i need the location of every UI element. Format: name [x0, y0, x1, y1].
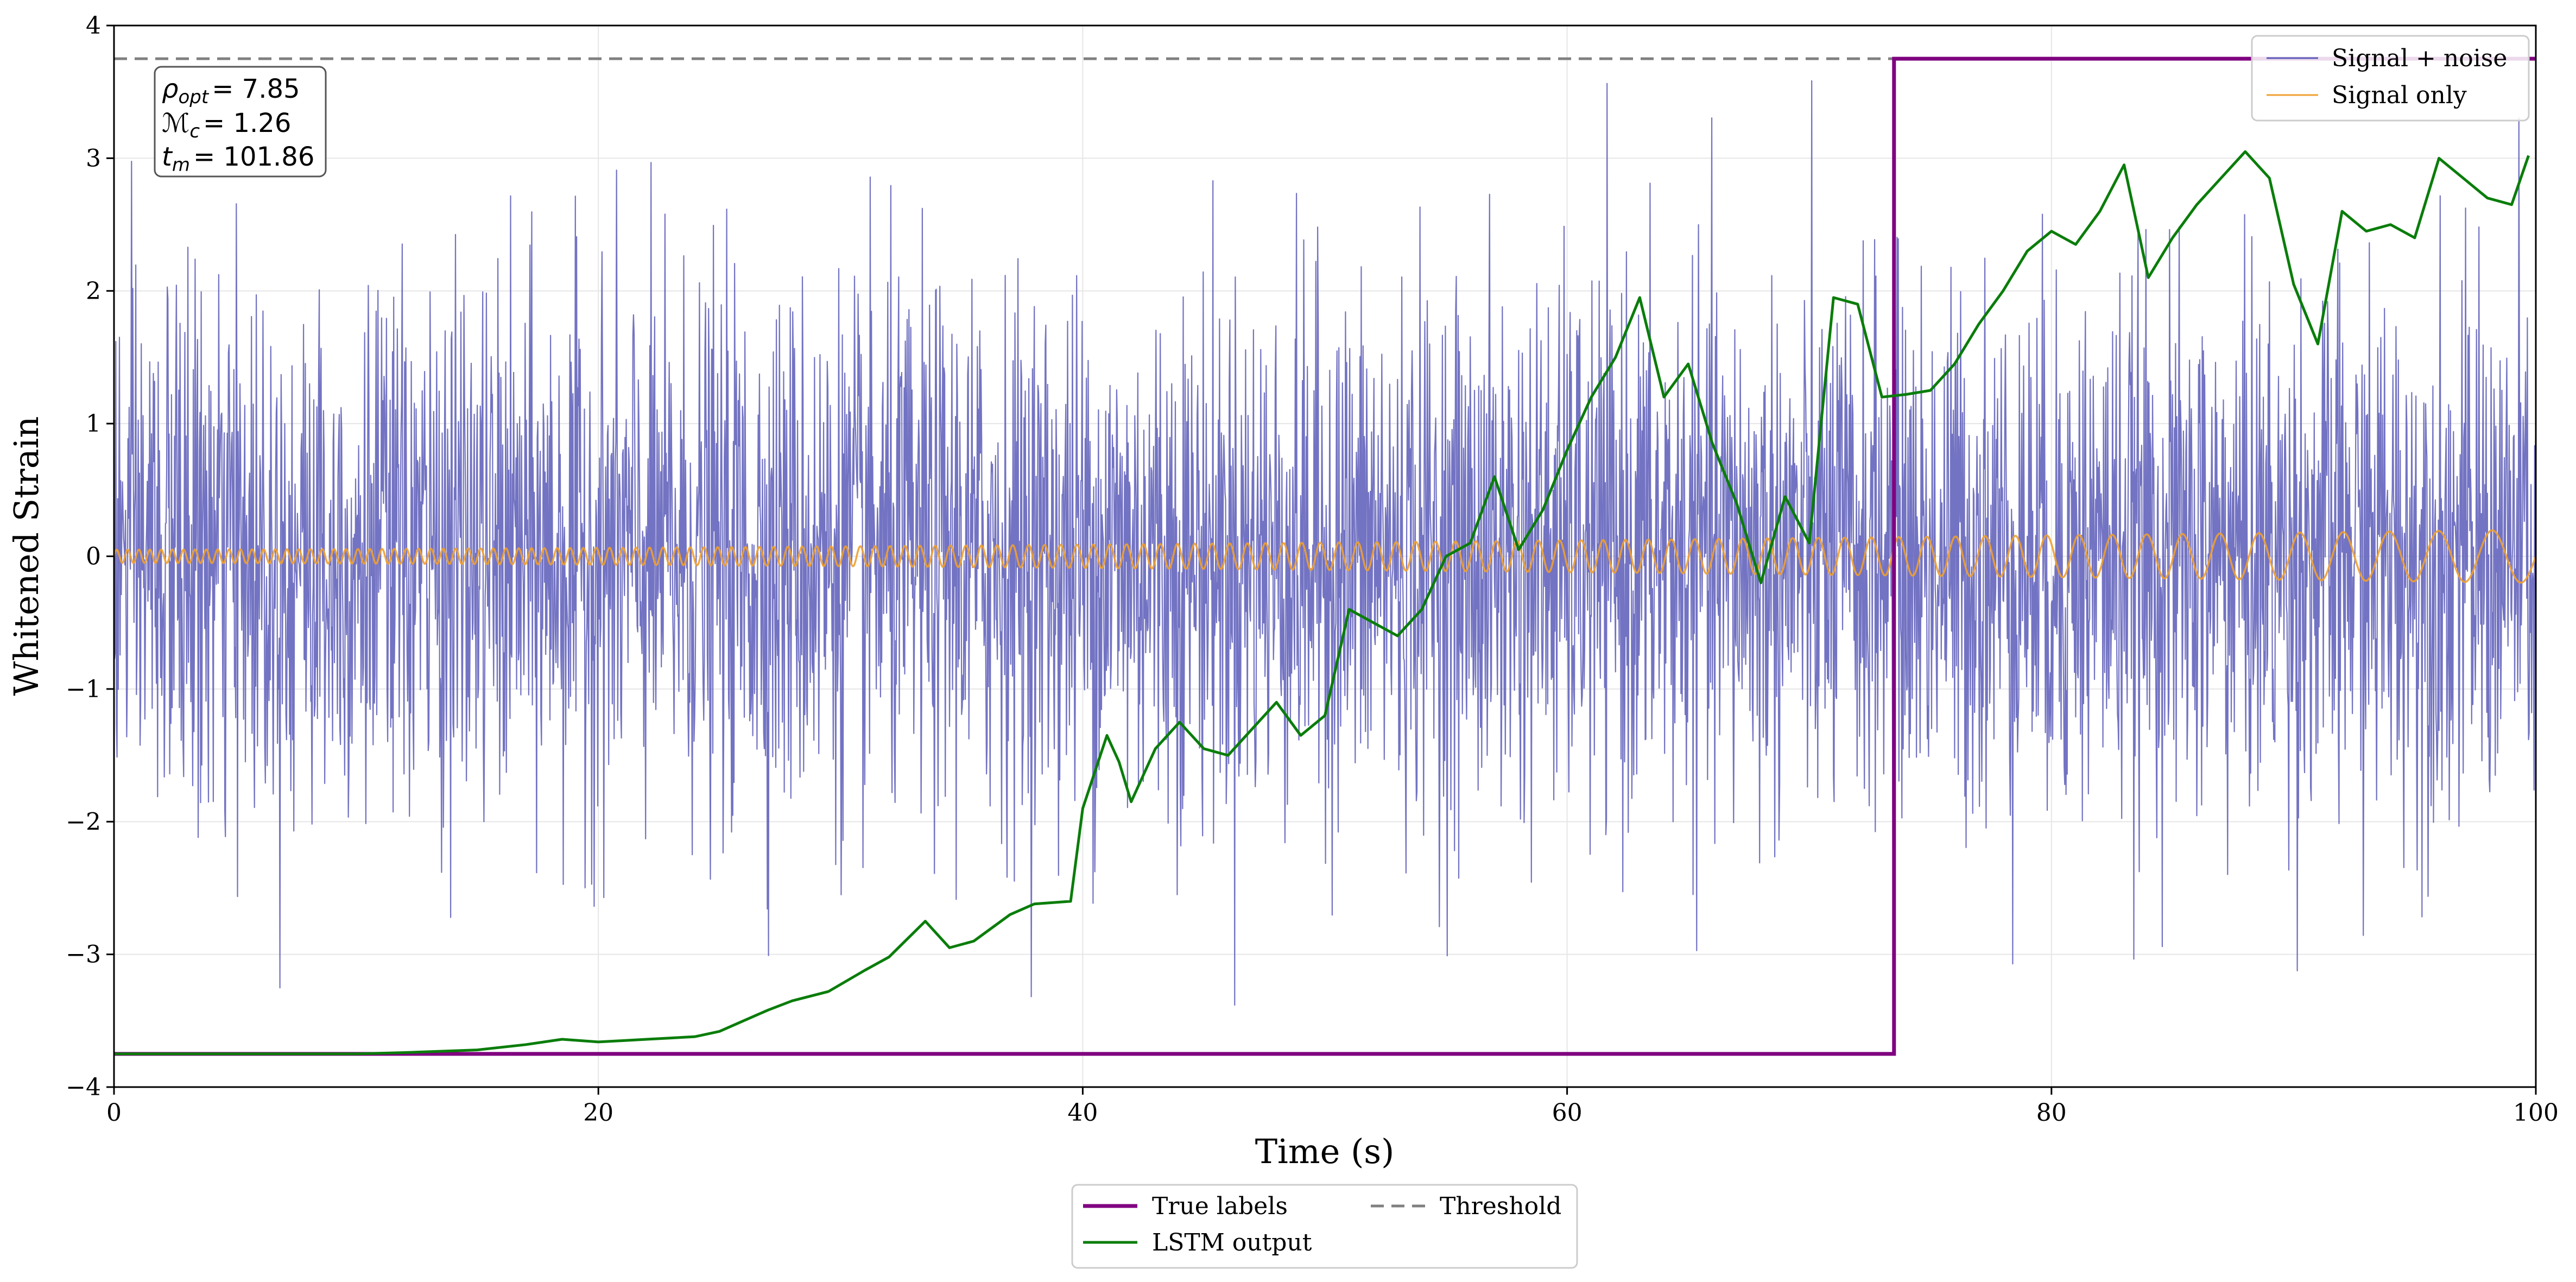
- x-tick-label: 20: [583, 1099, 613, 1127]
- signal-noise-line: [113, 80, 2537, 1006]
- signal-only-line: [113, 529, 2537, 584]
- y-tick-label: −2: [66, 808, 101, 836]
- x-tick-label: 80: [2036, 1099, 2067, 1127]
- y-tick-label: 1: [86, 410, 101, 438]
- x-tick-label: 0: [106, 1099, 122, 1127]
- legend-label-threshold: Threshold: [1440, 1192, 1561, 1220]
- legend-label-signal-noise: Signal + noise: [2332, 45, 2507, 72]
- y-tick-label: −4: [66, 1073, 101, 1101]
- y-tick-label: −1: [66, 675, 101, 703]
- annotation-box: [154, 66, 327, 178]
- true-labels-line: [114, 56, 2536, 1056]
- annotation-rho: ρopt = 7.85: [162, 74, 300, 108]
- lstm-output-line: [114, 150, 2530, 1056]
- annotation-chirp-mass: ℳc = 1.26: [162, 108, 291, 142]
- y-axis-title: Whitened Strain: [7, 416, 46, 696]
- legend-label-lstm-output: LSTM output: [1152, 1229, 1312, 1256]
- y-axis-ticks: −4 −3 −2 −1 0 1 2 3 4: [66, 12, 114, 1101]
- y-tick-label: −3: [66, 941, 101, 969]
- x-axis-title: Time (s): [1255, 1132, 1395, 1171]
- legend-bottom: True labels LSTM output Threshold: [1071, 1184, 1578, 1269]
- x-axis-ticks: 0 20 40 60 80 100: [106, 1087, 2559, 1127]
- y-tick-label: 3: [86, 144, 101, 172]
- x-tick-label: 100: [2513, 1099, 2559, 1127]
- x-tick-label: 60: [1552, 1099, 1583, 1127]
- series-group: [113, 56, 2537, 1056]
- legend-top-right-box: [2251, 35, 2530, 122]
- legend-top-right: Signal + noise Signal only: [2251, 35, 2530, 122]
- y-tick-label: 4: [86, 12, 101, 40]
- annotation-merger-time: tm = 101.86: [162, 142, 314, 176]
- parameter-annotation: ρopt = 7.85 ℳc = 1.26 tm = 101.86: [154, 66, 327, 178]
- y-tick-label: 0: [86, 543, 101, 571]
- y-tick-label: 2: [86, 277, 101, 305]
- legend-label-true-labels: True labels: [1152, 1192, 1288, 1220]
- x-tick-label: 40: [1067, 1099, 1098, 1127]
- legend-bottom-box: [1071, 1184, 1578, 1269]
- legend-label-signal-only: Signal only: [2332, 81, 2467, 109]
